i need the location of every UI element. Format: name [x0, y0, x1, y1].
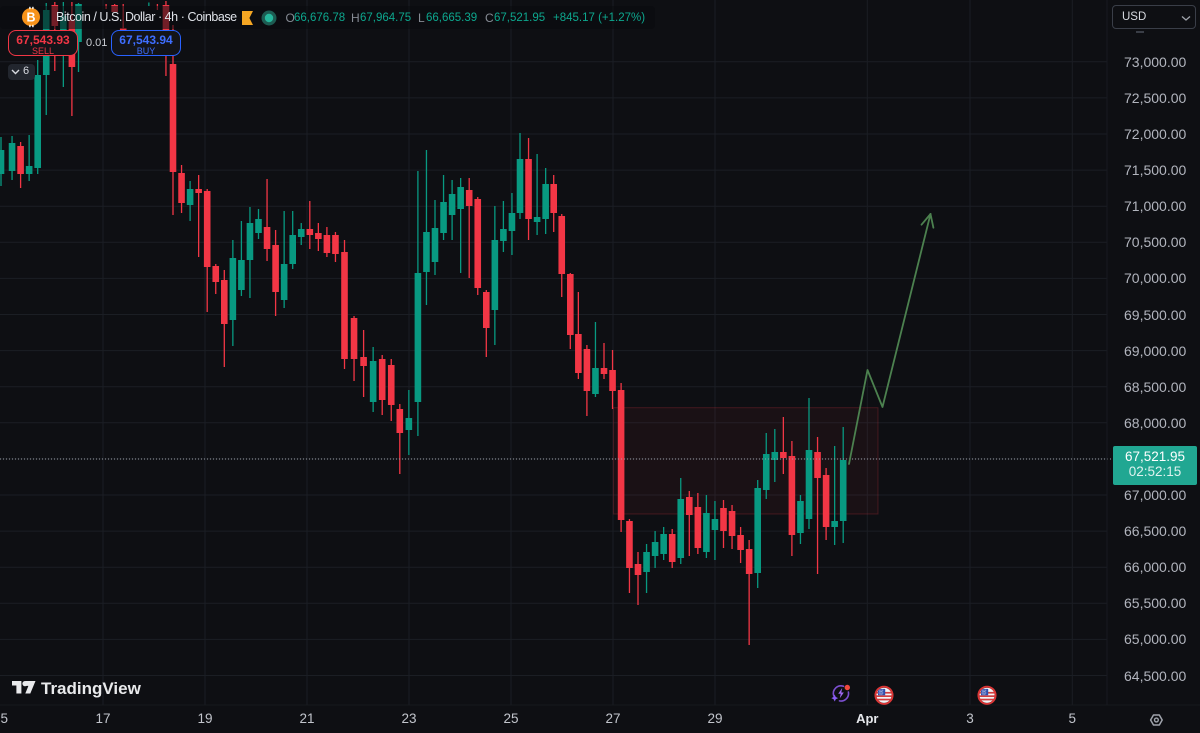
svg-text:B: B: [26, 11, 35, 25]
